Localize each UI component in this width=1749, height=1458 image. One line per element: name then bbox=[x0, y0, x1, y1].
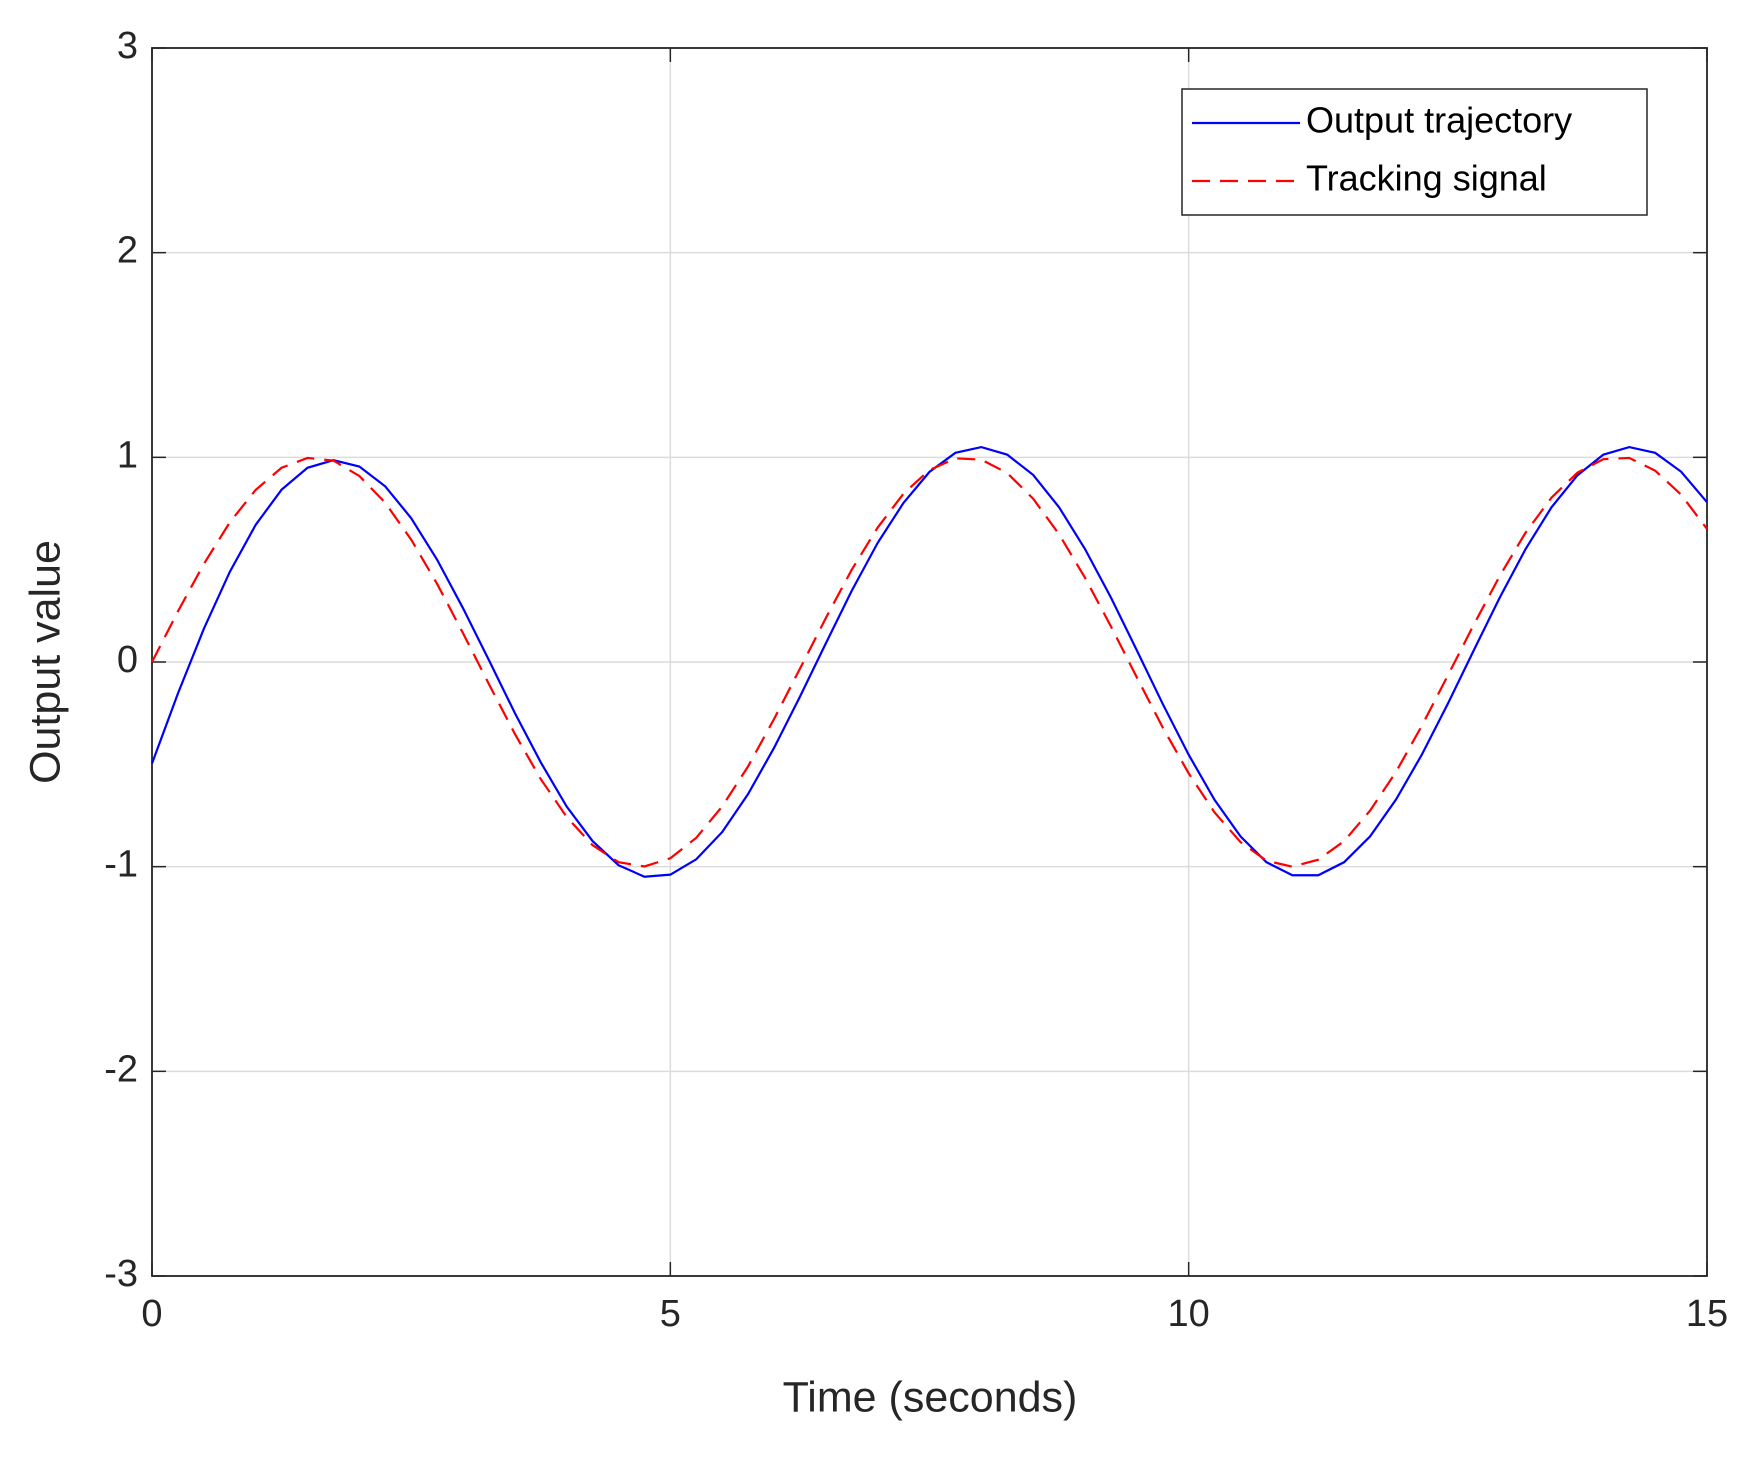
x-tick-label: 15 bbox=[1686, 1293, 1728, 1335]
y-tick-label: -1 bbox=[104, 844, 138, 886]
y-tick-label: 3 bbox=[117, 25, 138, 67]
x-tick-label: 5 bbox=[660, 1293, 681, 1335]
y-tick-label: -2 bbox=[104, 1048, 138, 1090]
x-axis-label: Time (seconds) bbox=[783, 1373, 1078, 1421]
y-axis-label: Output value bbox=[21, 540, 69, 784]
y-tick-label: 2 bbox=[117, 230, 138, 272]
y-tick-label: 1 bbox=[117, 434, 138, 476]
series-line bbox=[150, 445, 1708, 878]
legend-label: Output trajectory bbox=[1306, 100, 1572, 141]
x-tick-label: 0 bbox=[141, 1293, 162, 1335]
legend-box bbox=[1181, 88, 1648, 216]
legend-label: Tracking signal bbox=[1306, 158, 1547, 199]
series-line bbox=[151, 456, 1708, 868]
x-tick-label: 10 bbox=[1168, 1293, 1210, 1335]
y-tick-label: 0 bbox=[117, 639, 138, 681]
y-tick-label: -3 bbox=[104, 1253, 138, 1295]
